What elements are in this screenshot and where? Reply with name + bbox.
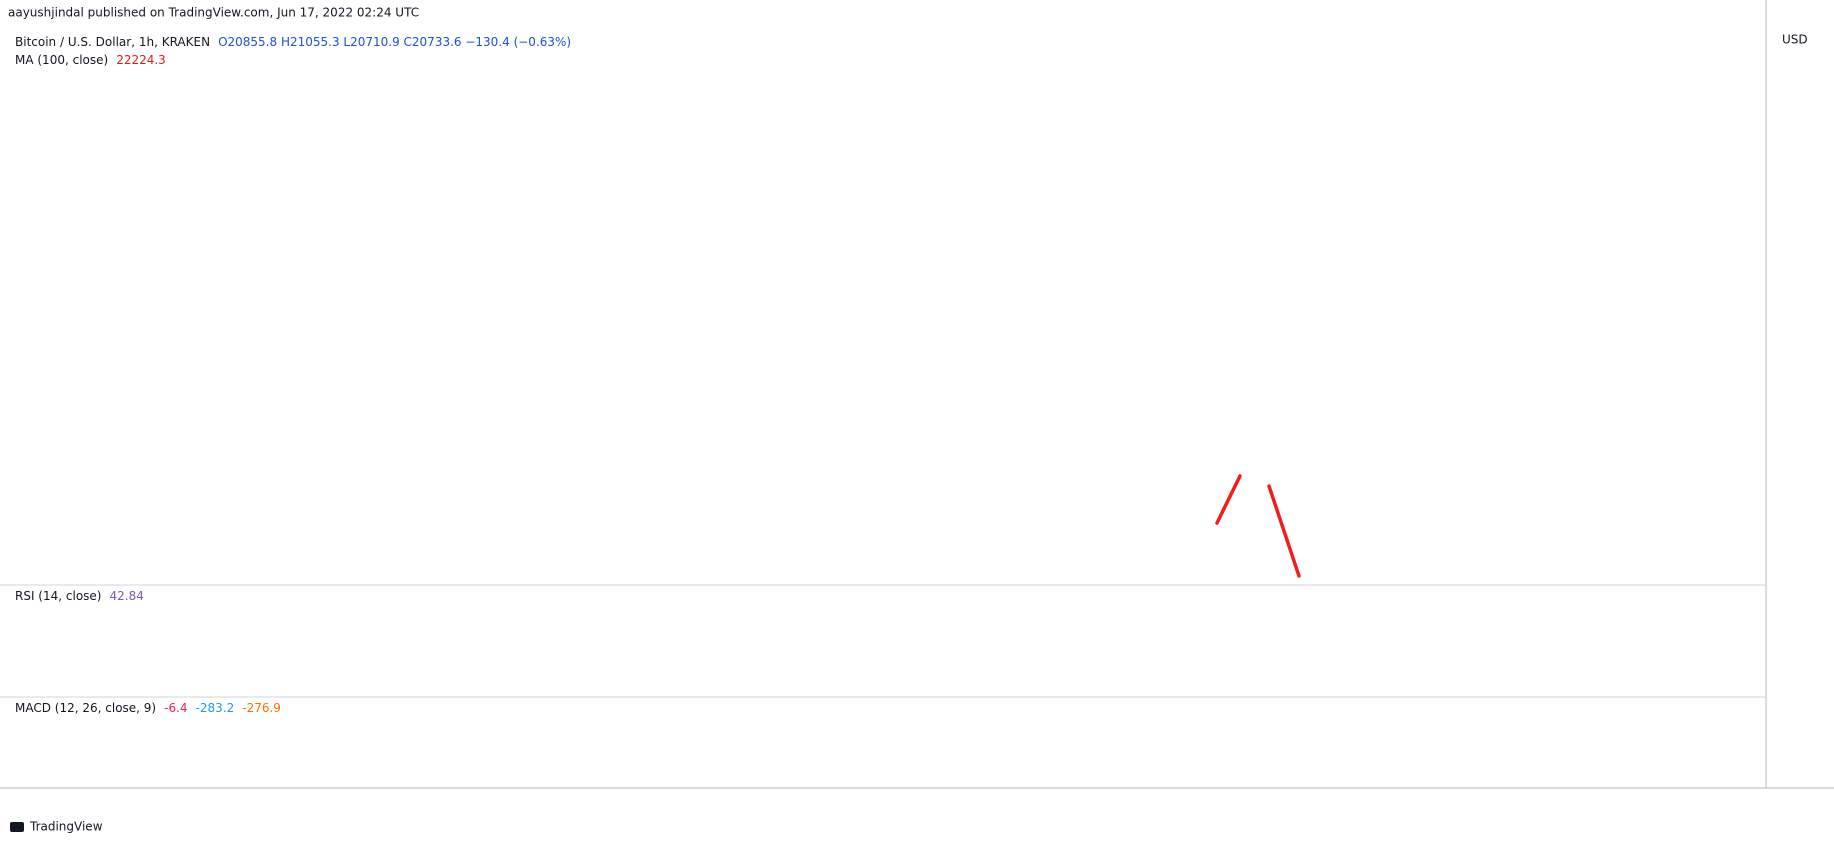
- rsi-label: RSI (14, close): [15, 589, 101, 603]
- macd-value: -283.2: [196, 701, 235, 715]
- logo: [10, 822, 24, 832]
- up-arrow: [1215, 474, 1242, 525]
- down-arrow: [1267, 484, 1301, 578]
- macd-legend: MACD (12, 26, close, 9) -6.4 -283.2 -276.9: [15, 701, 281, 715]
- hist-value: -6.4: [164, 701, 187, 715]
- legend: Bitcoin / U.S. Dollar, 1h, KRAKEN O20855.…: [15, 35, 571, 49]
- ma-label: MA (100, close): [15, 53, 108, 67]
- currency: USD: [1782, 33, 1808, 47]
- symbol: Bitcoin / U.S. Dollar, 1h, KRAKEN: [15, 35, 210, 49]
- rsi-value: 42.84: [109, 589, 143, 603]
- macd-label: MACD (12, 26, close, 9): [15, 701, 156, 715]
- signal-value: -276.9: [242, 701, 281, 715]
- header: aayushjindal published on TradingView.co…: [8, 6, 419, 20]
- footer: TradingView: [29, 820, 103, 834]
- ma-value: 22224.3: [116, 53, 166, 67]
- ma-legend: MA (100, close) 22224.3: [15, 53, 166, 67]
- ohlc-text: O20855.8 H21055.3 L20710.9 C20733.6 −130…: [218, 35, 571, 49]
- rsi-legend: RSI (14, close) 42.84: [15, 589, 144, 603]
